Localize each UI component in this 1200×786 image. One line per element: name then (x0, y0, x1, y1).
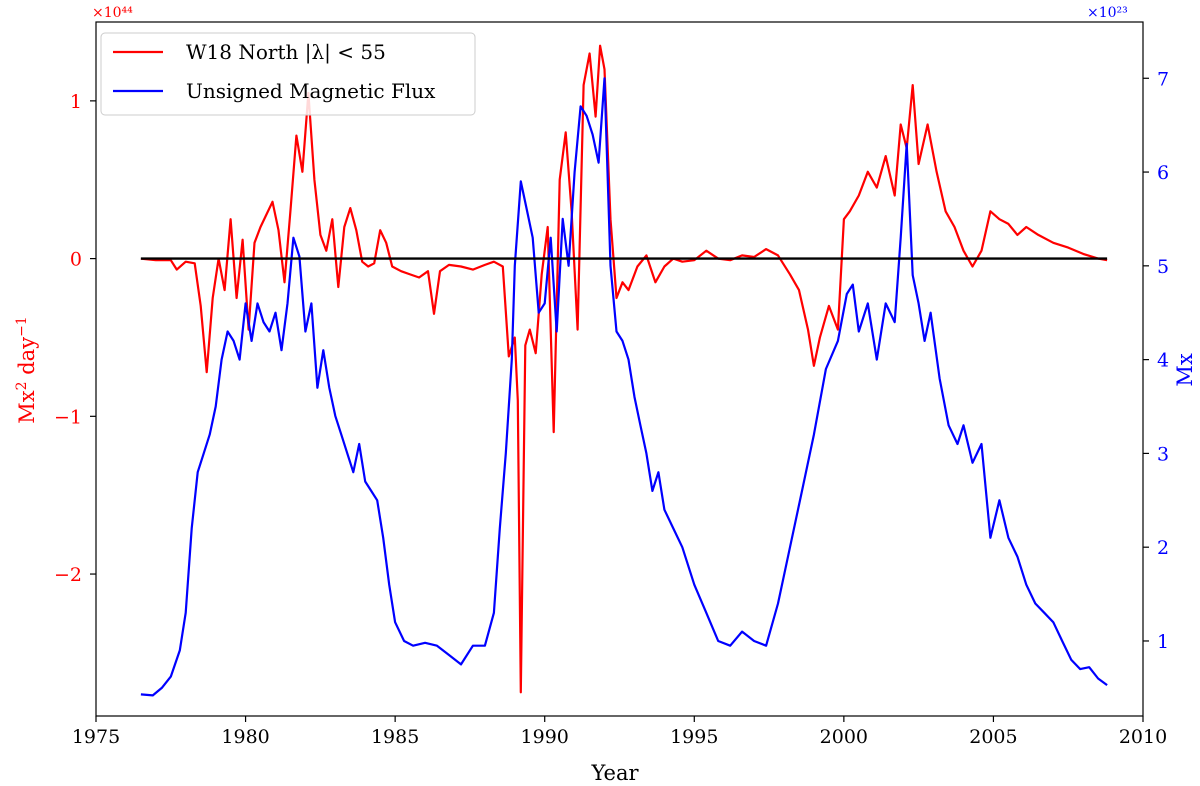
right-tick-label: 1 (1157, 631, 1169, 653)
legend-label-w18: W18 North |λ| < 55 (186, 40, 386, 65)
x-tick-label: 2010 (1119, 726, 1167, 748)
x-tick-label: 1995 (670, 726, 718, 748)
x-tick-label: 1980 (221, 726, 269, 748)
legend-label-unsigned-flux: Unsigned Magnetic Flux (186, 79, 436, 103)
right-axis-title: Mx (1173, 353, 1197, 387)
left-axis-title-day: day (15, 337, 39, 382)
left-tick-label: −2 (54, 564, 82, 586)
left-axis-title-sup2: −1 (14, 316, 30, 337)
right-tick-label: 2 (1157, 537, 1169, 559)
legend: W18 North |λ| < 55 Unsigned Magnetic Flu… (100, 32, 476, 116)
right-tick-label: 4 (1157, 350, 1169, 372)
x-axis-title: Year (590, 761, 639, 785)
axes: 1975 1980 1985 1990 1995 2000 2005 2010 −2 −1 0 1 1 2… (54, 21, 1169, 748)
plot-frame (95, 21, 1144, 717)
left-axis-title-main: Mx (15, 390, 39, 424)
x-tick-label: 2000 (820, 726, 868, 748)
left-axis-offset-label: ×10⁴⁴ (92, 5, 133, 21)
x-tick-label: 1975 (72, 726, 120, 748)
right-tick-label: 6 (1157, 162, 1169, 184)
x-tick-label: 2005 (969, 726, 1017, 748)
series-line-w18-north (140, 44, 1108, 694)
left-axis-title: Mx2 day−1 (14, 316, 39, 423)
left-tick-label: 0 (70, 249, 82, 271)
left-tick-label: −1 (54, 406, 82, 428)
x-tick-label: 1990 (521, 726, 569, 748)
left-tick-label: 1 (70, 91, 82, 113)
plot-area (140, 44, 1108, 697)
right-axis-offset-label: ×10²³ (1087, 5, 1128, 21)
right-tick-label: 7 (1157, 68, 1169, 90)
series-line-unsigned-flux (140, 77, 1108, 697)
left-axis-title-sup1: 2 (14, 381, 30, 390)
right-tick-label: 3 (1157, 443, 1169, 465)
x-tick-label: 1985 (371, 726, 419, 748)
right-tick-label: 5 (1157, 256, 1169, 278)
legend-box (100, 32, 476, 116)
